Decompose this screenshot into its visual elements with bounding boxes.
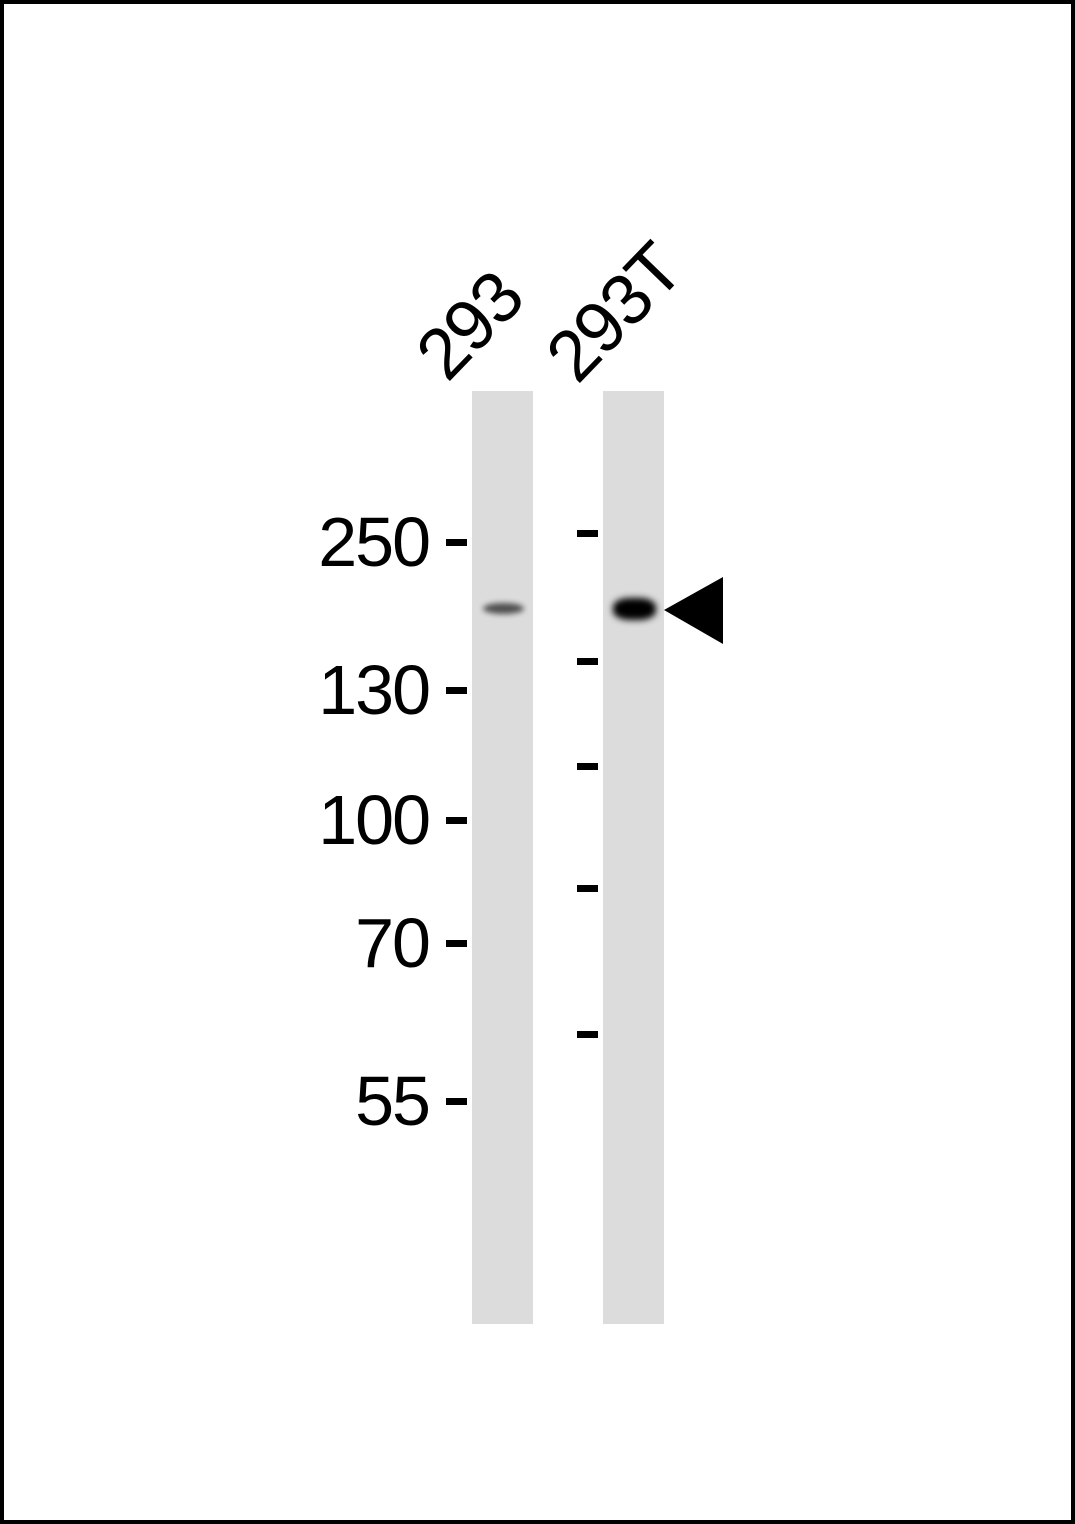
mw-marker-label-70: 70	[355, 904, 431, 982]
lane-label-1: 293	[401, 257, 539, 395]
gel-lane-2	[603, 391, 664, 1324]
lane-label-2: 293T	[531, 228, 698, 397]
mw-marker-tick	[446, 1098, 467, 1105]
band-pointer-arrowhead-icon	[664, 577, 723, 644]
mw-marker-tick	[446, 817, 467, 824]
mw-marker-label-55: 55	[355, 1062, 431, 1140]
ladder-tick	[577, 530, 598, 537]
ladder-tick	[577, 658, 598, 665]
mw-marker-label-100: 100	[318, 781, 431, 859]
mw-marker-label-250: 250	[318, 503, 431, 581]
mw-marker-tick	[446, 539, 467, 546]
mw-marker-label-130: 130	[318, 651, 431, 729]
ladder-tick	[577, 1031, 598, 1038]
protein-band-lane-2	[613, 598, 656, 620]
mw-marker-tick	[446, 687, 467, 694]
mw-marker-tick	[446, 940, 467, 947]
gel-lane-1	[472, 391, 533, 1324]
protein-band-lane-1	[483, 603, 524, 614]
ladder-tick	[577, 885, 598, 892]
ladder-tick	[577, 763, 598, 770]
